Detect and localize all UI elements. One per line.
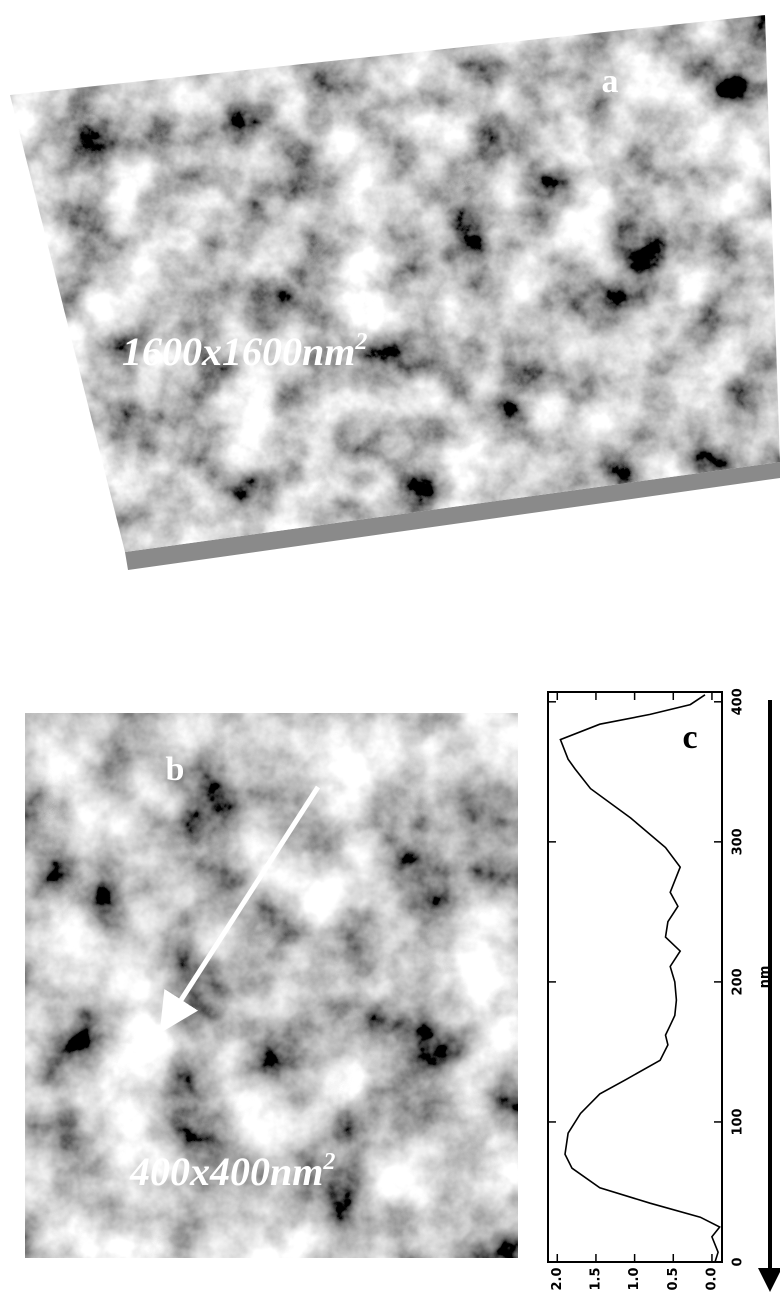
scale: 400x400nm — [129, 1149, 323, 1194]
scale-exponent: 2 — [354, 329, 367, 355]
x-tick-label: 200 — [731, 968, 746, 995]
x-tick-label: 100 — [731, 1108, 746, 1135]
x-tick-label: 0 — [731, 1257, 746, 1266]
y-tick-label: 0.0 — [704, 1267, 719, 1290]
x-tick-label: 300 — [731, 828, 746, 855]
y-tick-label: 1.0 — [627, 1267, 642, 1290]
panel-label: c — [682, 719, 697, 756]
plot-frame — [548, 692, 722, 1262]
scale: 1600x1600nm — [122, 329, 355, 374]
panel-label: a — [602, 63, 619, 100]
scale-text: 400x400nm2 — [129, 1149, 335, 1194]
y-tick-label: 1.5 — [588, 1267, 603, 1290]
scale-text: 1600x1600nm2 — [122, 329, 367, 374]
figure: a 1600x1600nm2 b 400x400nm2 c nm 0100200… — [0, 0, 780, 1296]
panel-a: a 1600x1600nm2 — [0, 0, 780, 580]
x-tick-label: 400 — [731, 688, 746, 715]
y-tick-label: 2.0 — [550, 1267, 565, 1290]
scale-exponent: 2 — [322, 1149, 335, 1175]
panel-label: b — [166, 751, 185, 788]
panel-b: b 400x400nm2 — [25, 713, 518, 1258]
y-tick-label: 0.5 — [666, 1267, 681, 1290]
